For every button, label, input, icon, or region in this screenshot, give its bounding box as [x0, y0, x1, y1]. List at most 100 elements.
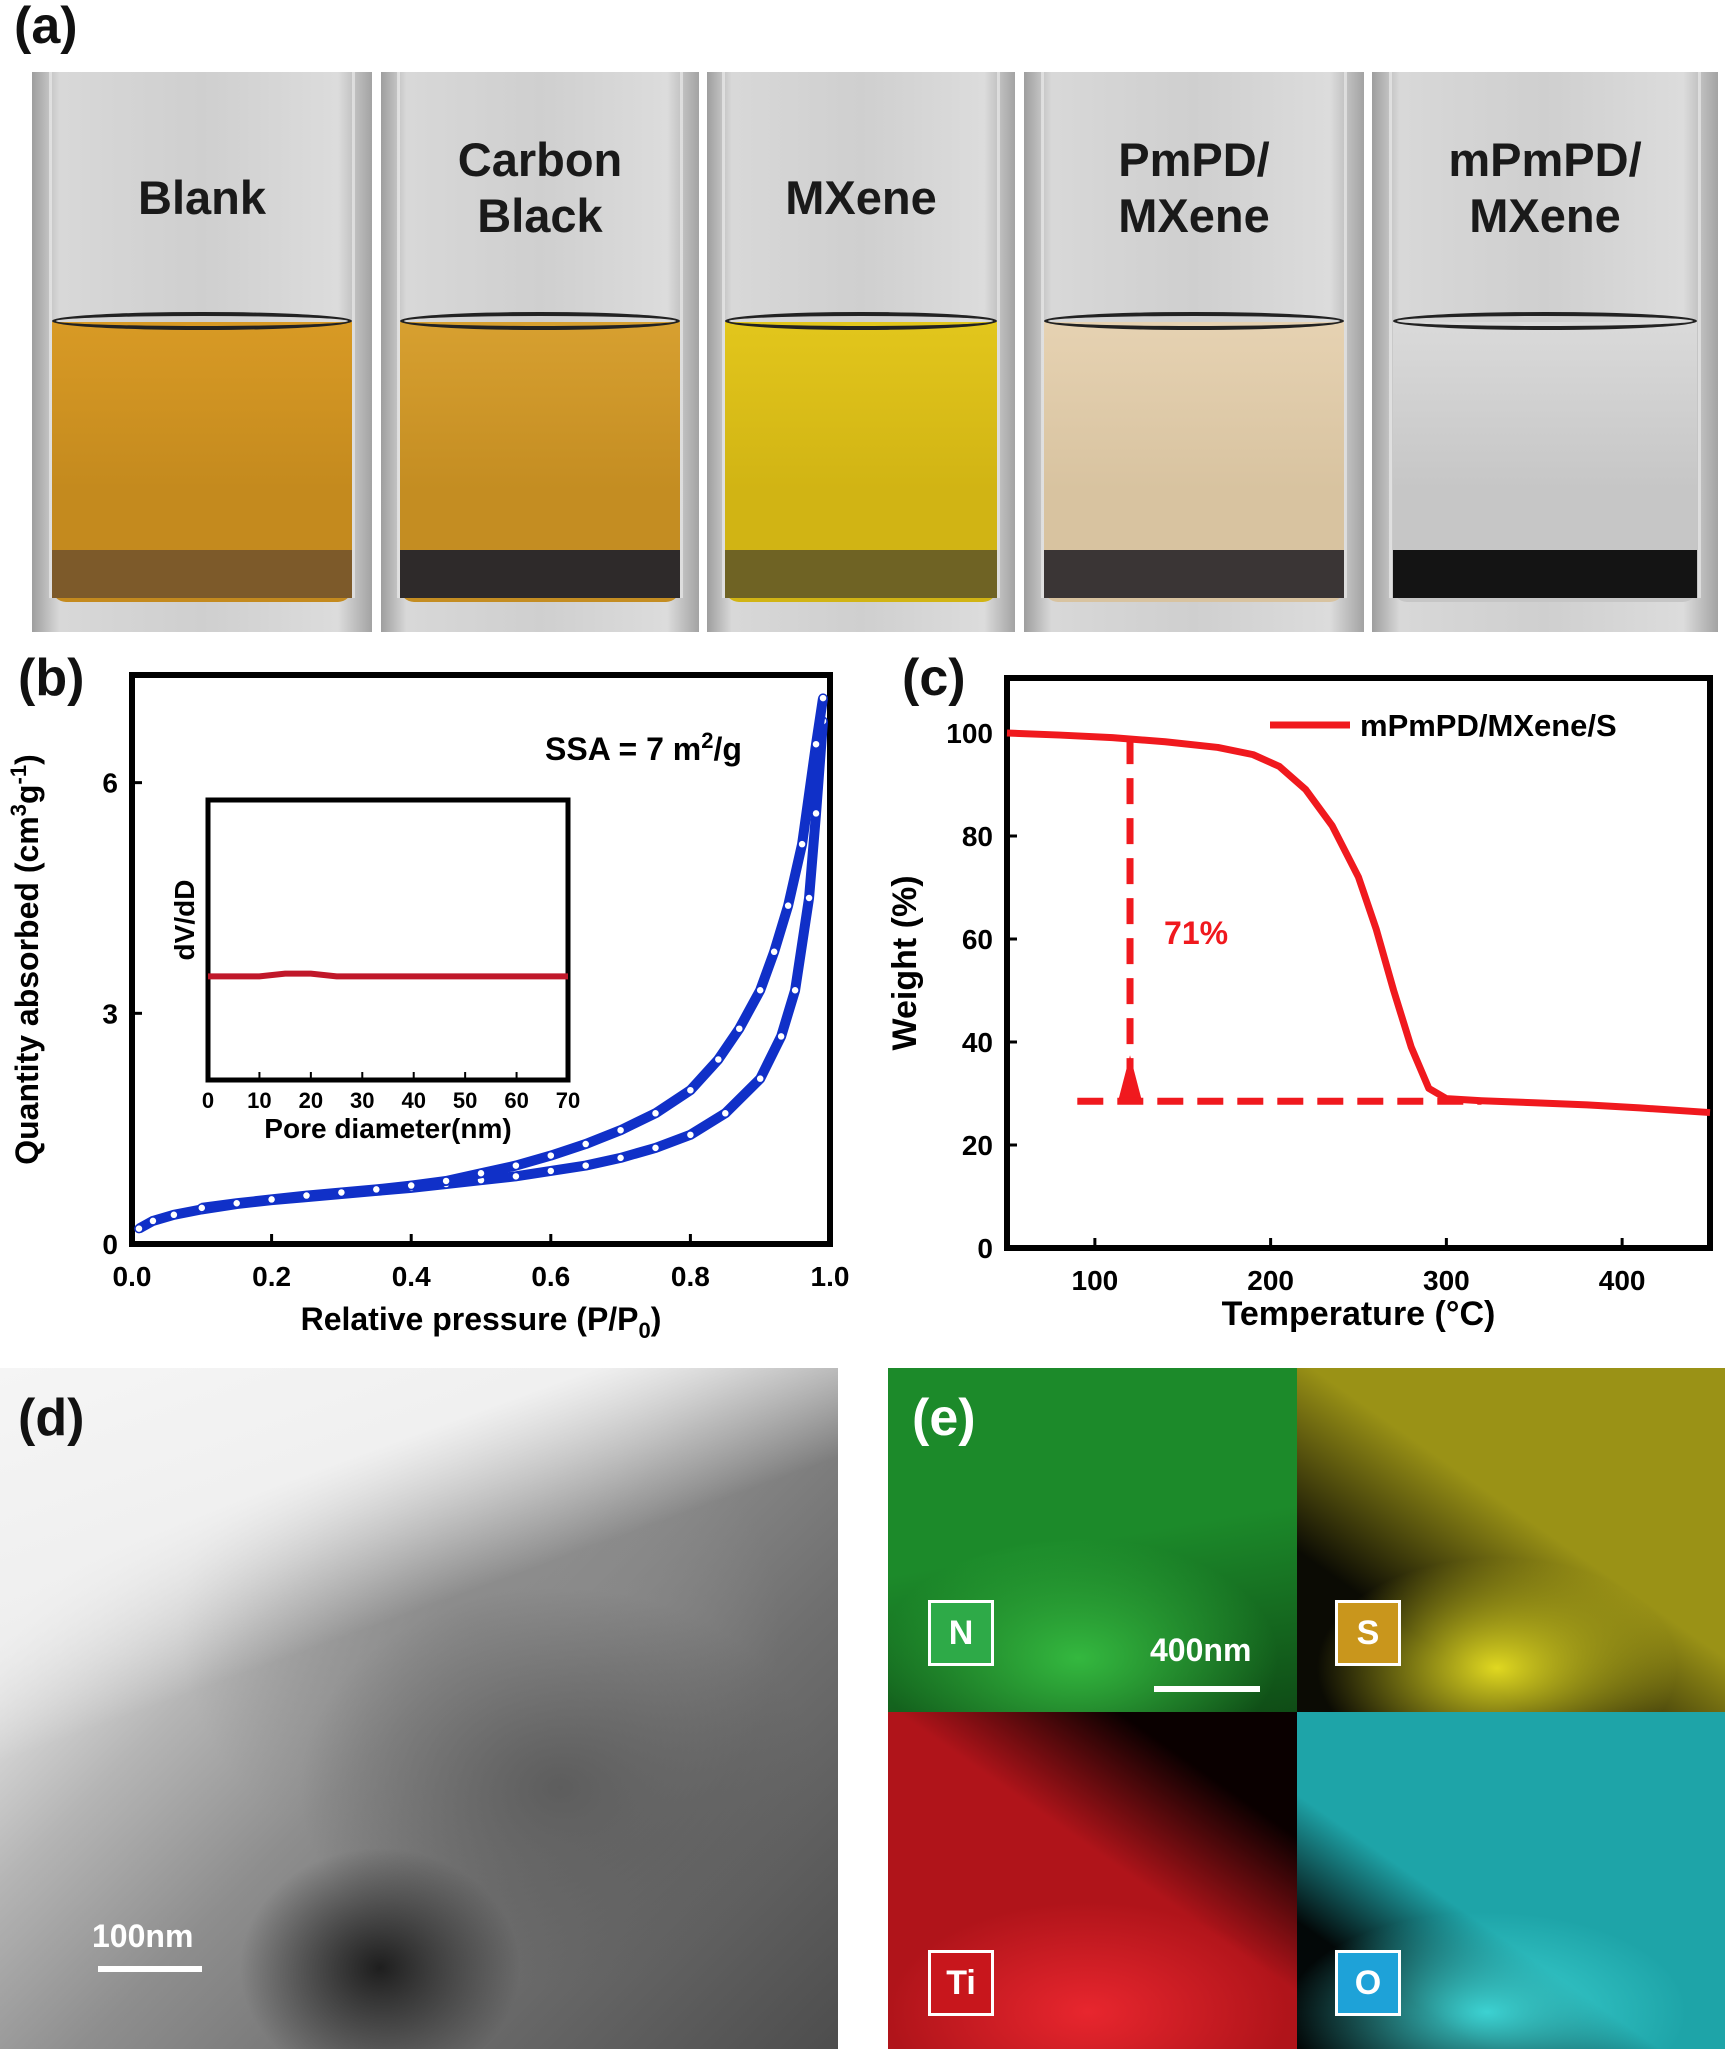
arrow-head — [1118, 1055, 1143, 1102]
y-tick-label: 80 — [962, 821, 993, 852]
isotherm-point — [818, 693, 828, 703]
tem-scale-label: 100nm — [92, 1918, 194, 1954]
panel-label-a: (a) — [14, 0, 78, 55]
isotherm-point — [615, 1125, 626, 1135]
isotherm-point — [266, 1194, 277, 1205]
tga-curve — [1006, 729, 1711, 1117]
inset-x-tick-label: 60 — [504, 1088, 528, 1113]
isotherm-point — [511, 1171, 521, 1182]
panel-label-d: (d) — [18, 1389, 85, 1447]
vial-label: PmPD/ MXene — [1118, 133, 1270, 242]
y-tick-label: 100 — [946, 718, 993, 749]
x-tick-label: 0.8 — [671, 1261, 710, 1292]
tem-image-highlight — [0, 1368, 838, 2049]
inset-x-tick-label: 40 — [401, 1088, 425, 1113]
x-tick-label: 300 — [1423, 1265, 1470, 1296]
residual-annotation: 71% — [1164, 915, 1228, 951]
x-tick-label: 0.4 — [392, 1261, 431, 1292]
isotherm-point — [197, 1203, 207, 1213]
isotherm-point — [755, 985, 765, 996]
isotherm-point — [811, 739, 821, 749]
vial-3: MXene — [707, 72, 1015, 632]
vial-meniscus — [1392, 312, 1698, 330]
vial-glass — [49, 72, 355, 599]
x-tick-label: 0.6 — [531, 1261, 570, 1292]
plot-frame — [129, 672, 833, 1247]
isotherm-point — [546, 1150, 556, 1161]
isotherm-point — [134, 1223, 144, 1234]
isotherm-point — [406, 1180, 416, 1191]
vial-label: Carbon Black — [457, 133, 623, 242]
isotherm-point — [755, 1073, 765, 1084]
inset-x-axis-label: Pore diameter(nm) — [264, 1113, 511, 1144]
isotherm-point — [546, 1166, 556, 1176]
inset-series — [208, 970, 568, 980]
isotherm-point — [776, 1031, 786, 1042]
vial-sediment — [1044, 550, 1344, 598]
isotherm-point — [615, 1153, 626, 1163]
x-tick-label: 0.0 — [113, 1261, 152, 1292]
isotherm-point — [790, 985, 800, 996]
x-axis-label: Temperature (°C) — [1222, 1295, 1496, 1333]
inset-x-tick-label: 10 — [247, 1088, 271, 1113]
vial-glass — [1041, 72, 1347, 599]
isotherm-point — [336, 1187, 347, 1198]
y-axis-label: Weight (%) — [886, 875, 924, 1050]
vial-sediment — [725, 550, 997, 598]
isotherm-point — [804, 893, 814, 903]
eds-element-tag: Ti — [928, 1950, 994, 2016]
eds-scale-bar — [1154, 1686, 1260, 1692]
x-tick-label: 100 — [1072, 1265, 1119, 1296]
vial-meniscus — [1044, 312, 1344, 330]
eds-map-s: S — [1297, 1368, 1725, 1712]
x-axis-label: Relative pressure (P/P0) — [301, 1301, 662, 1343]
vial-label: mPmPD/ MXene — [1448, 133, 1642, 242]
eds-map-o: O — [1297, 1712, 1725, 2049]
isotherm-point — [301, 1190, 312, 1201]
inset-x-tick-label: 0 — [202, 1088, 214, 1113]
isotherm-point — [511, 1160, 521, 1171]
y-axis-label: Quantity absorbed (cm3g-1) — [6, 754, 45, 1165]
vial-5: mPmPD/ MXene — [1372, 72, 1718, 632]
panel-label-e: (e) — [912, 1389, 976, 1447]
x-tick-label: 400 — [1599, 1265, 1646, 1296]
bet-isotherm-chart: 0.0 0.2 0.4 0.6 0.8 1.0 0 3 6 Relative pressure (… — [6, 672, 849, 1343]
eds-element-tag: O — [1335, 1950, 1401, 2016]
vial-glass — [1389, 72, 1701, 599]
inset-frame — [205, 797, 571, 1083]
isotherm-point — [720, 1108, 731, 1119]
x-tick-label: 0.2 — [252, 1261, 291, 1292]
y-tick-label: 3 — [102, 998, 118, 1029]
inset-x-tick-label: 20 — [299, 1088, 323, 1113]
isotherm-point — [769, 947, 779, 957]
vial-2: Carbon Black — [381, 72, 699, 632]
isotherm-point — [231, 1198, 242, 1208]
vial-sediment — [400, 550, 680, 598]
y-tick-label: 20 — [962, 1130, 993, 1161]
vial-meniscus — [52, 312, 352, 330]
vial-meniscus — [400, 312, 680, 330]
isotherm-point — [811, 808, 821, 819]
isotherm-point — [169, 1210, 179, 1220]
vial-label: Blank — [138, 171, 266, 224]
legend-label: mPmPD/MXene/S — [1360, 708, 1617, 743]
eds-scale-label: 400nm — [1150, 1632, 1252, 1668]
inset-y-axis-label: dV/dD — [169, 880, 200, 961]
eds-element-tag: S — [1335, 1600, 1401, 1666]
x-tick-label: 200 — [1247, 1265, 1294, 1296]
eds-element-tag: N — [928, 1600, 994, 1666]
panel-label-b: (b) — [18, 649, 85, 707]
isotherm-point — [580, 1160, 591, 1171]
isotherm-point — [441, 1176, 451, 1186]
isotherm-point — [580, 1139, 591, 1149]
inset-x-tick-label: 30 — [350, 1088, 374, 1113]
y-tick-label: 0 — [977, 1233, 993, 1264]
panel-label-c: (c) — [902, 649, 966, 707]
isotherm-point — [476, 1168, 486, 1179]
tem-scale-bar — [98, 1966, 202, 1972]
isotherm-point — [783, 900, 793, 911]
vial-sediment — [1392, 550, 1698, 598]
y-tick-label: 6 — [102, 768, 118, 799]
y-tick-label: 0 — [102, 1229, 118, 1260]
isotherm-point — [148, 1216, 158, 1226]
